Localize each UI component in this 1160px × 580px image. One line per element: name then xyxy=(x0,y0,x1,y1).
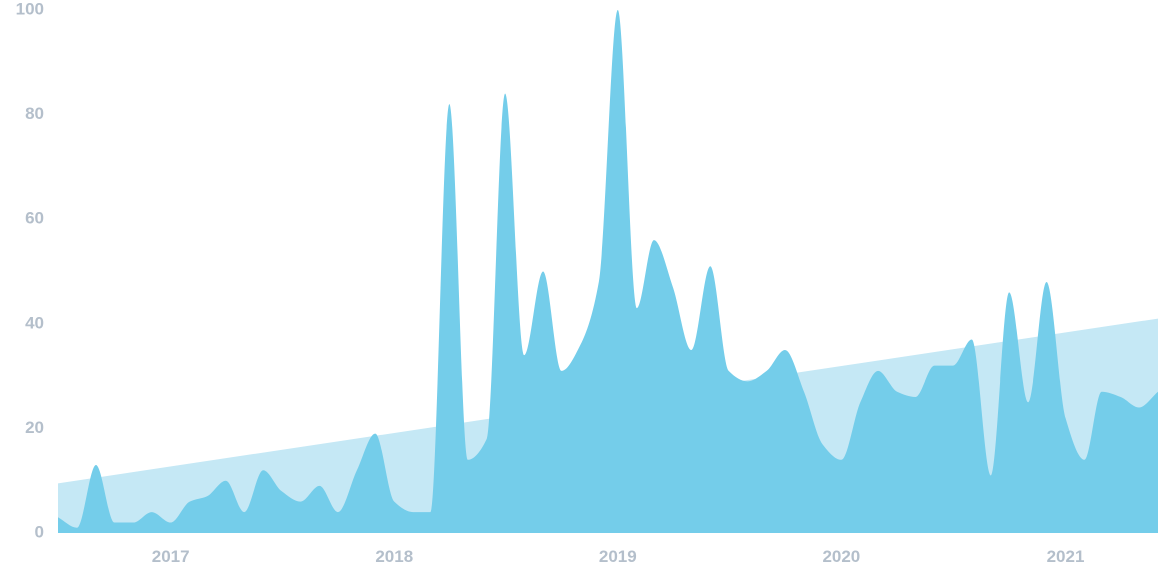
x-tick-label: 2017 xyxy=(152,547,190,566)
y-tick-label: 80 xyxy=(25,104,44,123)
y-tick-label: 0 xyxy=(35,522,44,541)
x-tick-label: 2019 xyxy=(599,547,637,566)
plot-area xyxy=(58,10,1158,533)
y-tick-label: 60 xyxy=(25,209,44,228)
x-axis: 2017 2018 2019 2020 2021 xyxy=(152,547,1085,566)
y-tick-label: 40 xyxy=(25,313,44,332)
y-tick-label: 20 xyxy=(25,418,44,437)
y-axis: 0 20 40 60 80 100 xyxy=(16,0,44,541)
x-tick-label: 2021 xyxy=(1047,547,1085,566)
x-tick-label: 2018 xyxy=(375,547,413,566)
series-area xyxy=(58,10,1158,533)
y-tick-label: 100 xyxy=(16,0,44,18)
x-tick-label: 2020 xyxy=(822,547,860,566)
